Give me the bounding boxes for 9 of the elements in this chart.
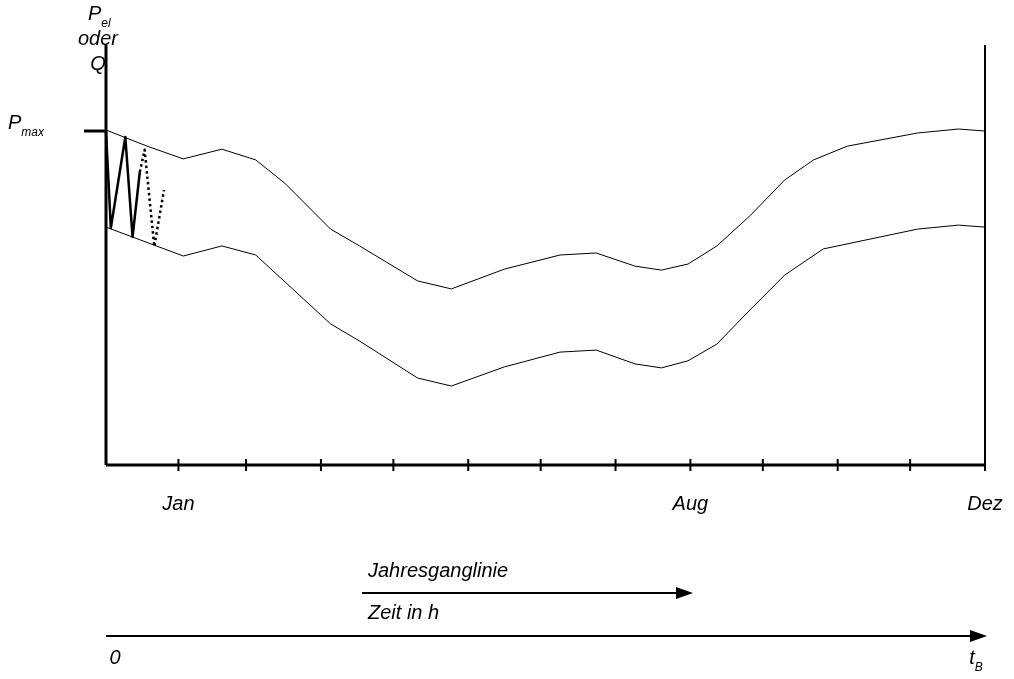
text: t$_{B}$ — [969, 646, 983, 674]
x-tick-label: Jan — [161, 492, 195, 514]
text: 0 — [109, 646, 121, 668]
y-axis-title: P$_{el}$ oder Q — [77, 2, 120, 74]
text: P$_{max}$ — [8, 111, 46, 139]
text: Jahresganglinie — [367, 559, 509, 581]
x-tick-label: Dez — [967, 492, 1003, 514]
x-tick-label: Aug — [671, 492, 709, 514]
text: Zeit in h — [367, 601, 440, 623]
